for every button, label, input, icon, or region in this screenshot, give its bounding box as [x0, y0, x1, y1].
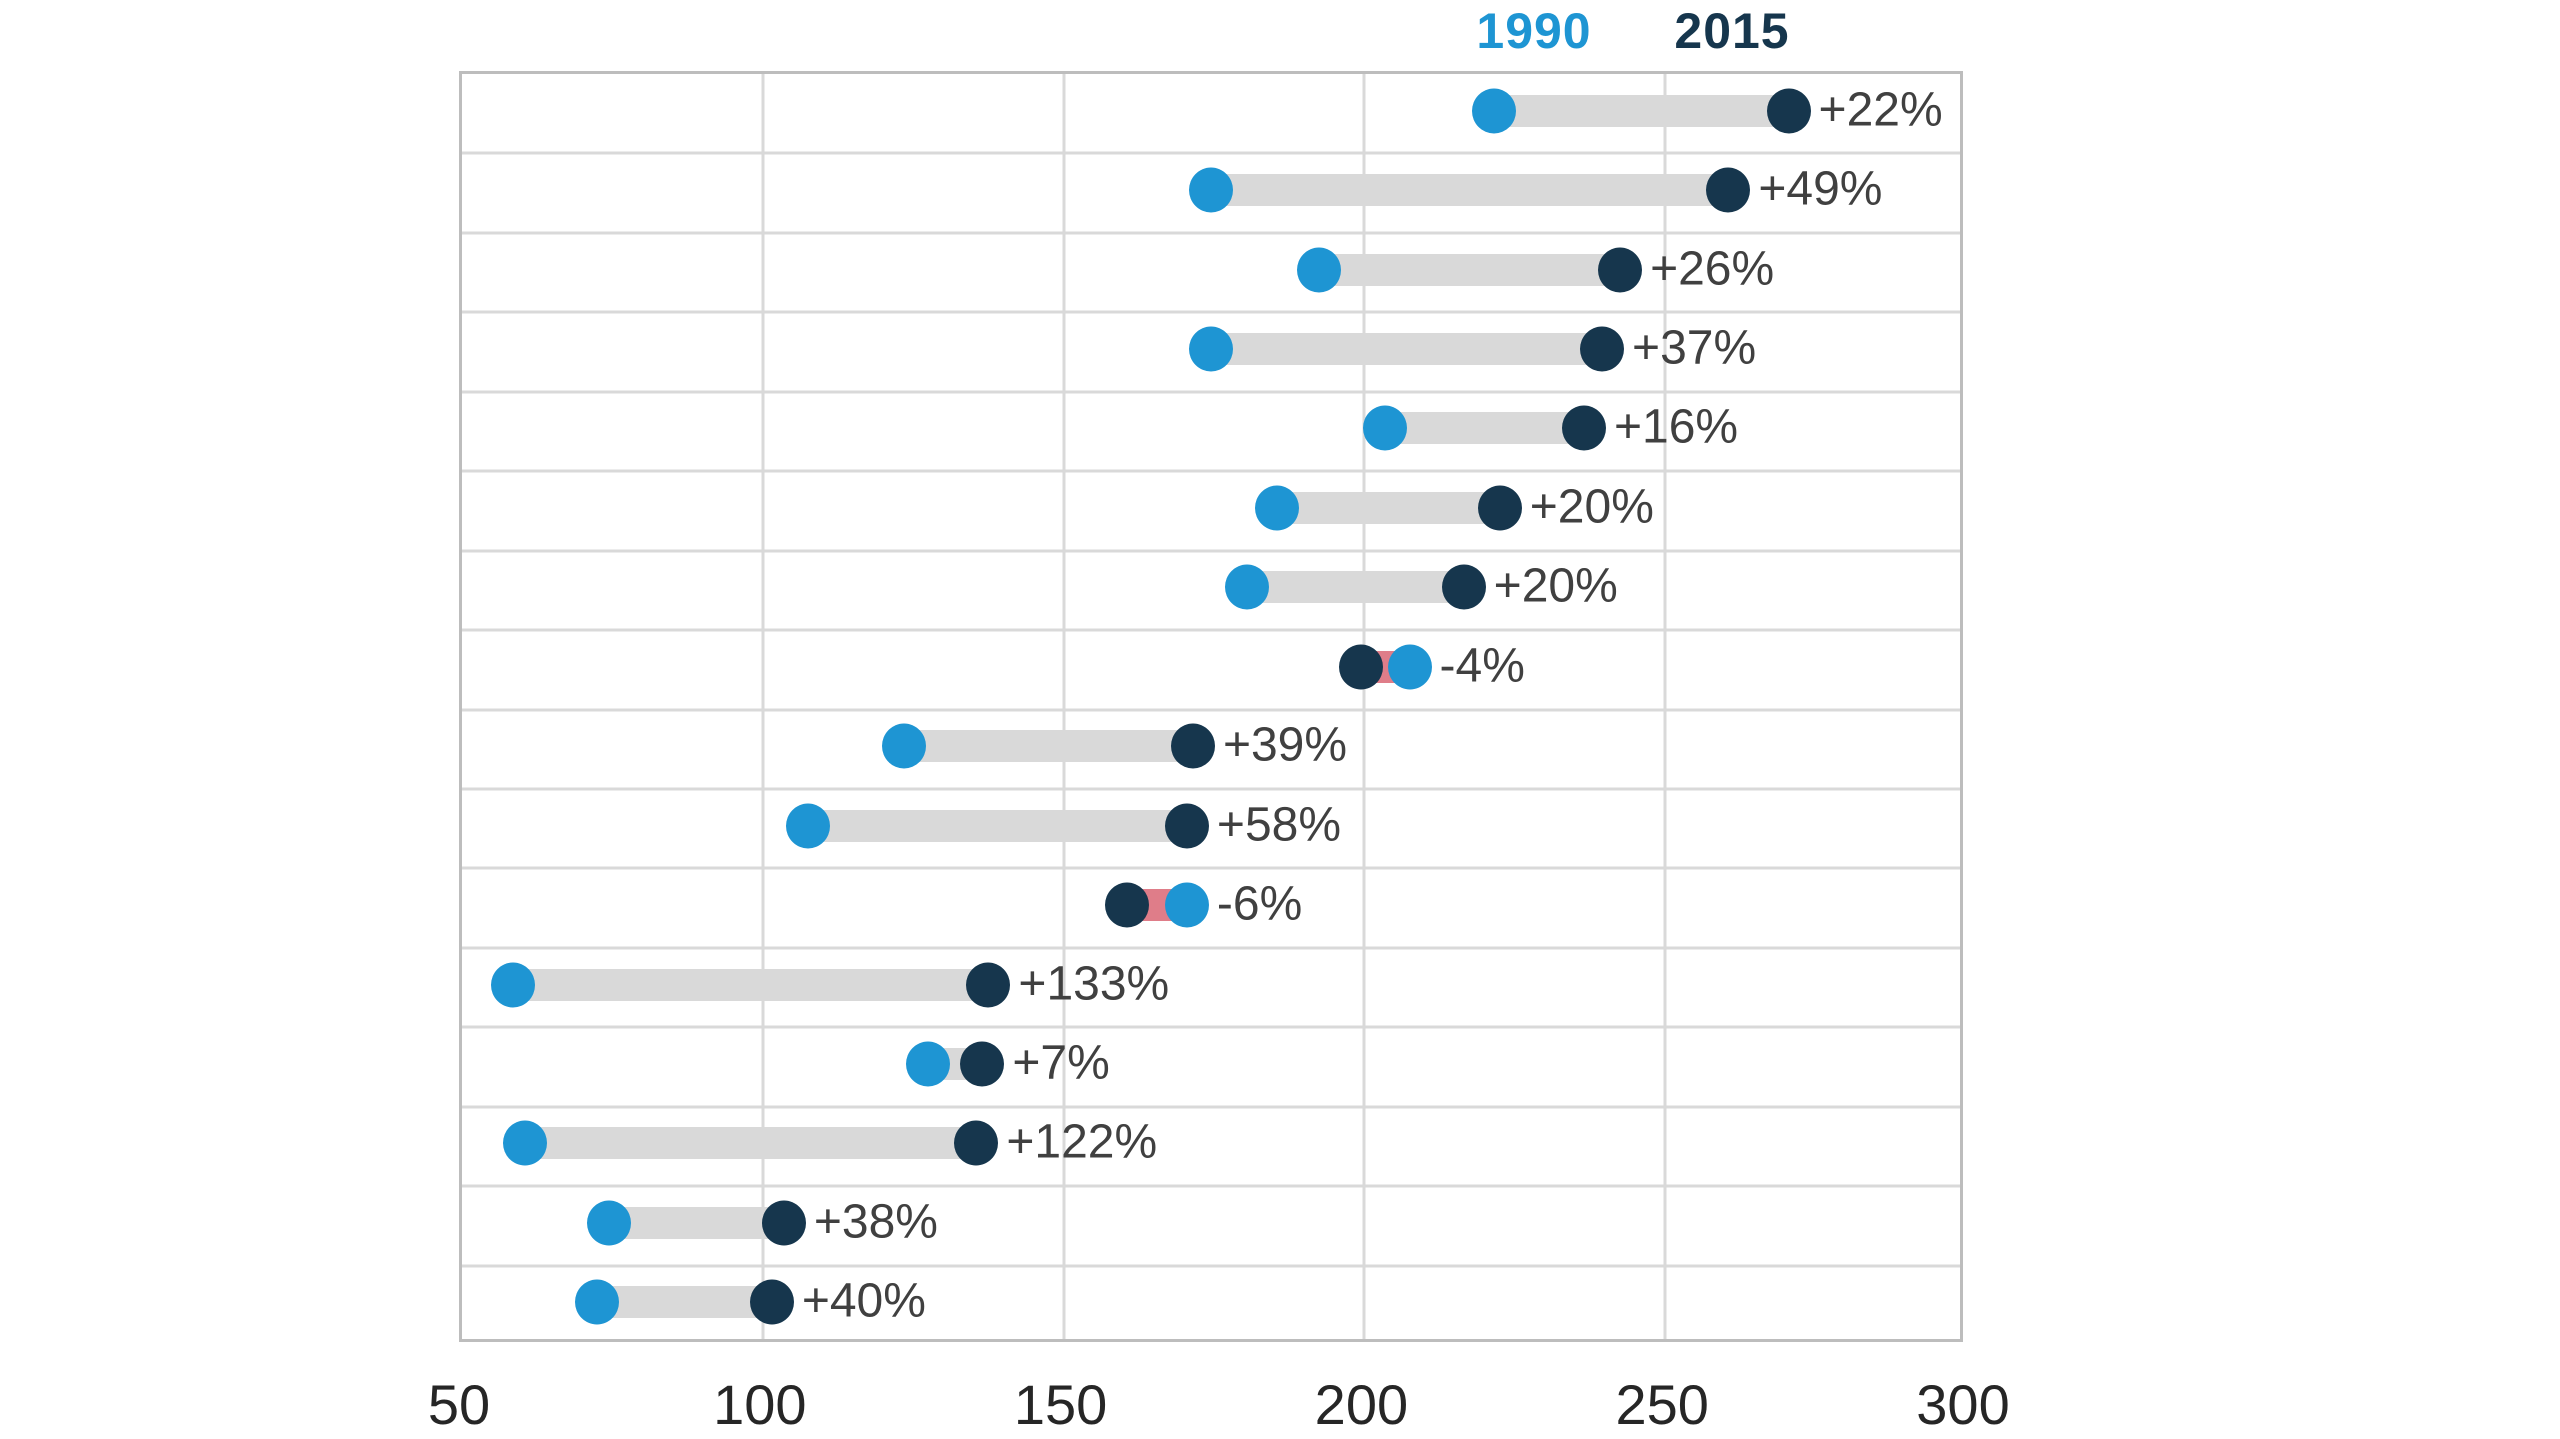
change-label: +133% — [1018, 956, 1170, 1010]
dot-2015 — [1441, 564, 1486, 610]
dot-1990 — [1387, 644, 1432, 690]
dot-1990 — [1471, 88, 1516, 134]
gridline-horizontal — [462, 628, 1960, 632]
gridline-horizontal — [462, 866, 1960, 870]
connector-bar — [807, 809, 1187, 842]
dot-1990 — [1225, 564, 1270, 610]
change-label: +38% — [813, 1195, 938, 1249]
gridline-vertical — [1663, 74, 1667, 1339]
dot-1990 — [882, 723, 927, 769]
change-label: +20% — [1493, 559, 1618, 613]
legend-label-2015: 2015 — [1674, 3, 1790, 59]
x-tick-label: 150 — [1013, 1373, 1108, 1436]
dot-1990 — [906, 1041, 951, 1087]
change-label: +22% — [1818, 83, 1943, 137]
connector-bar — [609, 1206, 784, 1239]
change-label: +40% — [801, 1274, 926, 1328]
gridline-vertical — [761, 74, 765, 1339]
dot-1990 — [491, 962, 536, 1008]
change-label: +37% — [1632, 321, 1757, 375]
gridline-horizontal — [462, 708, 1960, 711]
change-label: +39% — [1222, 718, 1348, 772]
connector-bar — [1319, 253, 1621, 286]
connector-bar — [904, 730, 1193, 763]
gridline-horizontal — [462, 469, 1960, 473]
change-label: +7% — [1012, 1036, 1110, 1090]
dot-2015 — [1580, 326, 1625, 372]
change-label: +16% — [1613, 400, 1739, 454]
dot-2015 — [1170, 723, 1215, 769]
dot-2015 — [960, 1041, 1005, 1087]
dot-2015 — [1598, 247, 1643, 293]
dot-1990 — [1164, 882, 1209, 928]
change-label: +58% — [1216, 798, 1342, 852]
dot-2015 — [1104, 882, 1149, 928]
connector-bar — [1211, 333, 1603, 366]
dot-1990 — [587, 1200, 632, 1246]
gridline-horizontal — [462, 310, 1960, 314]
change-label: +26% — [1650, 241, 1775, 295]
gridline-horizontal — [462, 151, 1960, 155]
dot-2015 — [749, 1279, 794, 1325]
connector-bar — [513, 968, 989, 1001]
dot-1990 — [1297, 247, 1342, 293]
gridline-horizontal — [462, 946, 1960, 950]
connector-bar — [525, 1127, 977, 1160]
connector-bar — [1247, 571, 1464, 604]
gridline-horizontal — [462, 1025, 1960, 1029]
dot-2015 — [966, 962, 1011, 1008]
x-tick-label: 200 — [1314, 1373, 1409, 1436]
connector-bar — [1277, 491, 1500, 524]
x-tick-label: 50 — [427, 1373, 491, 1436]
gridline-horizontal — [462, 390, 1960, 394]
gridline-vertical — [1362, 74, 1366, 1339]
connector-bar — [597, 1286, 772, 1319]
dot-1990 — [785, 803, 830, 849]
dot-2015 — [1706, 167, 1751, 213]
gridline-vertical — [1062, 74, 1066, 1339]
dot-2015 — [1766, 88, 1811, 134]
change-label: +20% — [1529, 480, 1654, 534]
x-tick-label: 250 — [1615, 1373, 1709, 1436]
dot-1990 — [1363, 405, 1408, 451]
dot-1990 — [1189, 326, 1233, 372]
connector-bar — [1493, 94, 1789, 127]
change-label: +49% — [1758, 162, 1883, 216]
dot-2015 — [1164, 803, 1209, 849]
dot-2015 — [954, 1120, 999, 1166]
x-tick-label: 100 — [713, 1373, 807, 1436]
gridline-horizontal — [462, 787, 1960, 791]
connector-bar — [1385, 412, 1584, 445]
dot-2015 — [1561, 405, 1606, 451]
dot-1990 — [503, 1120, 548, 1166]
gridline-horizontal — [462, 1184, 1960, 1188]
dot-2015 — [1339, 644, 1384, 690]
gridline-horizontal — [462, 1264, 1960, 1268]
dot-1990 — [575, 1279, 620, 1325]
change-label: -4% — [1439, 639, 1525, 693]
dot-2015 — [1477, 485, 1522, 531]
gridline-horizontal — [462, 549, 1960, 553]
change-label: -6% — [1216, 877, 1303, 931]
x-tick-label: 300 — [1916, 1373, 2010, 1436]
dot-2015 — [761, 1200, 806, 1246]
connector-bar — [1211, 174, 1729, 207]
legend-label-1990: 1990 — [1476, 3, 1592, 59]
dot-1990 — [1189, 167, 1233, 213]
gridline-horizontal — [462, 1105, 1960, 1109]
gridline-horizontal — [462, 231, 1960, 235]
change-label: +122% — [1006, 1115, 1158, 1169]
dot-1990 — [1255, 485, 1300, 531]
